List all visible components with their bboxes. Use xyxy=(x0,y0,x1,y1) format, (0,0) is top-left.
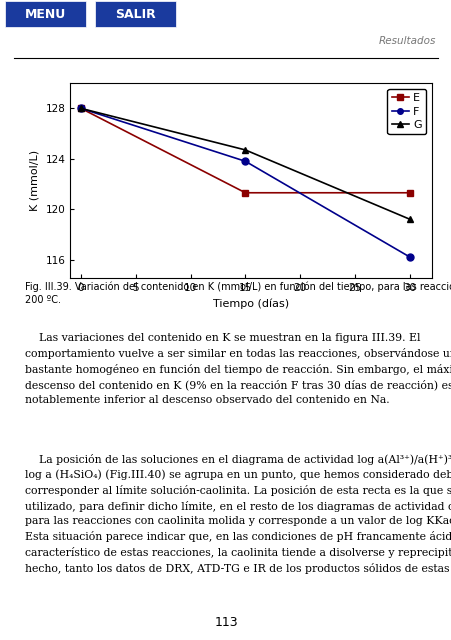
Line: G: G xyxy=(78,105,412,223)
E xyxy=(78,104,83,112)
Line: F: F xyxy=(78,105,412,260)
Text: 113: 113 xyxy=(214,616,237,629)
G xyxy=(78,104,83,112)
Legend: E, F, G: E, F, G xyxy=(387,89,425,134)
F xyxy=(406,253,412,261)
F xyxy=(242,157,248,165)
F xyxy=(78,104,83,112)
Text: MENU: MENU xyxy=(24,8,66,21)
E xyxy=(242,189,248,196)
Text: La posición de las soluciones en el diagrama de actividad log a(Al³⁺)/a(H⁺)³ vs.: La posición de las soluciones en el diag… xyxy=(25,454,451,574)
G xyxy=(406,216,412,223)
G xyxy=(242,146,248,154)
E xyxy=(406,189,412,196)
Text: Las variaciones del contenido en K se muestran en la figura III.39. El
comportam: Las variaciones del contenido en K se mu… xyxy=(25,333,451,404)
X-axis label: Tiempo (días): Tiempo (días) xyxy=(212,299,288,309)
FancyBboxPatch shape xyxy=(95,1,176,28)
Line: E: E xyxy=(78,105,412,196)
Text: SALIR: SALIR xyxy=(115,8,156,21)
FancyBboxPatch shape xyxy=(5,1,86,28)
Y-axis label: K (mmol/L): K (mmol/L) xyxy=(30,150,40,211)
Text: Fig. III.39. Variación del contenido en K (mmol/L) en función del tiempo, para l: Fig. III.39. Variación del contenido en … xyxy=(25,282,451,305)
Text: Resultados: Resultados xyxy=(378,36,435,45)
